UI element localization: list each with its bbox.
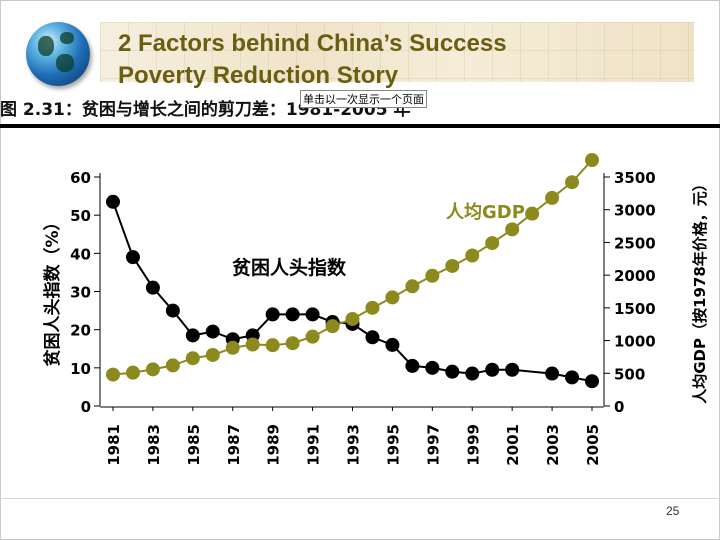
gdp-point xyxy=(145,362,160,377)
gdp-point xyxy=(545,190,560,205)
gdp-point xyxy=(325,319,340,334)
gdp-point xyxy=(345,311,360,326)
left-tick-label: 20 xyxy=(70,322,91,340)
x-tick-label: 1995 xyxy=(384,424,402,466)
right-tick-label: 3000 xyxy=(614,202,656,220)
gdp-point xyxy=(205,347,220,362)
chart-series xyxy=(106,152,599,389)
poverty-point xyxy=(385,337,400,352)
right-tick-label: 1000 xyxy=(614,333,656,351)
poverty-point xyxy=(425,360,440,375)
slide-title-line-1: 2 Factors behind China’s Success xyxy=(118,30,507,57)
right-tick-label: 1500 xyxy=(614,300,656,318)
slide-title: 2 Factors behind China’s Success Poverty… xyxy=(118,28,507,92)
right-tick-label: 2500 xyxy=(614,234,656,252)
x-tick-label: 2003 xyxy=(544,424,562,466)
poverty-point xyxy=(185,328,200,343)
x-tick-label: 2001 xyxy=(504,424,522,466)
gdp-point xyxy=(505,222,520,237)
gdp-point xyxy=(245,337,260,352)
poverty-point xyxy=(125,250,140,265)
world-map-banner xyxy=(100,22,694,82)
x-tick-label: 1981 xyxy=(105,424,123,466)
left-tick-label: 10 xyxy=(70,360,91,378)
tooltip: 单击以一次显示一个页面 xyxy=(300,90,427,108)
poverty-series-label: 贫困人头指数 xyxy=(232,256,347,279)
poverty-point xyxy=(485,362,500,377)
left-tick-label: 40 xyxy=(70,245,91,263)
poverty-point xyxy=(365,330,380,345)
x-tick-label: 1987 xyxy=(225,424,243,466)
poverty-point xyxy=(165,303,180,318)
right-tick-label: 500 xyxy=(614,365,645,383)
gdp-point xyxy=(465,248,480,263)
title-divider xyxy=(0,124,720,128)
gdp-point xyxy=(445,258,460,273)
left-axis-title: 贫困人头指数（%） xyxy=(42,213,63,367)
gdp-point xyxy=(425,268,440,283)
gdp-point xyxy=(565,175,580,190)
x-tick-label: 1983 xyxy=(145,424,163,466)
poverty-point xyxy=(145,280,160,295)
gdp-point xyxy=(285,336,300,351)
x-tick-label: 1999 xyxy=(464,424,482,466)
gdp-point xyxy=(365,300,380,315)
left-tick-label: 50 xyxy=(70,207,91,225)
x-tick-label: 1989 xyxy=(265,424,283,466)
poverty-point xyxy=(585,374,599,389)
chart-labels: 0 10 20 30 40 50 60 0 500 1000 1500 2000 2500 3000 350… xyxy=(42,169,709,466)
x-tick-label: 1985 xyxy=(185,424,203,466)
gdp-point xyxy=(265,338,280,353)
gdp-point xyxy=(225,340,240,355)
poverty-point xyxy=(205,324,220,339)
x-tick-label: 1993 xyxy=(345,424,363,466)
poverty-point xyxy=(405,358,420,373)
gdp-point xyxy=(385,290,400,305)
poverty-point xyxy=(445,364,460,379)
left-tick-label: 30 xyxy=(70,284,91,302)
poverty-point xyxy=(285,307,300,322)
gdp-point xyxy=(485,236,500,251)
gdp-point xyxy=(165,358,180,373)
footer-divider xyxy=(0,498,720,499)
poverty-point xyxy=(465,366,480,381)
right-tick-label: 0 xyxy=(614,398,624,416)
gdp-point xyxy=(405,279,420,294)
chart-axes xyxy=(94,173,610,411)
x-tick-label: 1997 xyxy=(424,424,442,466)
gdp-line xyxy=(112,159,593,376)
gdp-point xyxy=(125,365,140,380)
poverty-point xyxy=(505,362,520,377)
x-tick-label: 1991 xyxy=(305,424,323,466)
poverty-point xyxy=(305,307,320,322)
poverty-point xyxy=(565,370,580,385)
gdp-point xyxy=(525,206,540,221)
slide-title-line-2: Poverty Reduction Story xyxy=(118,62,399,89)
left-tick-label: 0 xyxy=(81,398,91,416)
gdp-point xyxy=(585,152,599,167)
gdp-point xyxy=(106,367,120,382)
right-tick-label: 2000 xyxy=(614,267,656,285)
right-tick-label: 3500 xyxy=(614,169,656,187)
right-axis-title: 人均GDP（按1978年价格，元） xyxy=(691,176,709,404)
gdp-point xyxy=(185,351,200,366)
left-tick-label: 60 xyxy=(70,169,91,187)
page-number: 25 xyxy=(666,504,680,518)
globe-logo-icon xyxy=(26,22,90,86)
poverty-line xyxy=(112,201,593,383)
gdp-series-label: 人均GDP xyxy=(446,201,525,223)
poverty-point xyxy=(265,307,280,322)
x-tick-label: 2005 xyxy=(584,424,602,466)
gdp-point xyxy=(305,329,320,344)
poverty-point xyxy=(545,366,560,381)
poverty-point xyxy=(106,194,120,209)
